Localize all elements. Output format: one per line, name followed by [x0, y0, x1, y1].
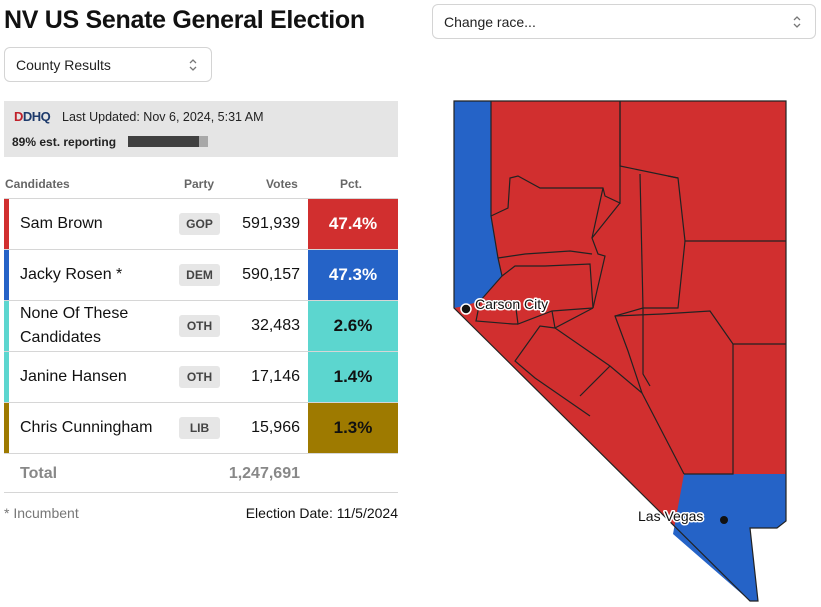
page-title: NV US Senate General Election [4, 6, 365, 34]
header-pct: Pct. [340, 177, 363, 191]
results-table-header: Candidates Party Votes Pct. [4, 176, 398, 198]
state-outline [453, 100, 787, 602]
incumbent-note: * Incumbent [4, 505, 79, 521]
candidate-row: Jacky Rosen * DEM 590,157 47.3% [4, 250, 398, 301]
party-badge: DEM [179, 264, 220, 286]
reporting-progress-bar [128, 136, 208, 147]
county-washoe[interactable] [454, 101, 502, 308]
county-clark[interactable] [673, 474, 786, 601]
total-row: Total 1,247,691 [4, 459, 398, 493]
candidate-pct: 47.4% [308, 199, 398, 249]
header-party: Party [184, 177, 215, 191]
candidate-pct: 47.3% [308, 250, 398, 300]
candidate-pct: 2.6% [308, 301, 398, 351]
candidate-pct: 1.4% [308, 352, 398, 402]
party-color-bar [4, 352, 9, 402]
candidate-votes: 17,146 [251, 368, 300, 385]
candidate-votes: 15,966 [251, 419, 300, 436]
las-vegas-label: Las Vegas [638, 508, 703, 524]
candidate-row: Janine Hansen OTH 17,146 1.4% [4, 352, 398, 403]
reporting-status-panel: DDHQ Last Updated: Nov 6, 2024, 5:31 AM … [4, 101, 398, 157]
total-votes: 1,247,691 [228, 465, 300, 482]
carson-city-marker [460, 303, 472, 315]
candidate-votes: 591,939 [242, 215, 300, 232]
candidate-name: Chris Cunningham [20, 419, 153, 436]
change-race-dropdown[interactable]: Change race... [432, 4, 816, 39]
party-badge: OTH [179, 366, 220, 388]
results-view-dropdown[interactable]: County Results [4, 47, 212, 82]
header-votes: Votes [266, 177, 298, 191]
candidate-name: Sam Brown [20, 215, 103, 232]
party-color-bar [4, 301, 9, 351]
las-vegas-marker [720, 516, 728, 524]
chevron-updown-icon [189, 58, 197, 71]
candidate-row: Chris Cunningham LIB 15,966 1.3% [4, 403, 398, 454]
reporting-progress-fill [128, 136, 200, 147]
candidate-row: None Of These Candidates OTH 32,483 2.6% [4, 301, 398, 352]
total-label: Total [20, 465, 58, 482]
candidate-votes: 32,483 [251, 317, 300, 334]
candidate-pct: 1.3% [308, 403, 398, 453]
candidate-name: None Of These Candidates [20, 305, 129, 346]
change-race-placeholder: Change race... [444, 13, 536, 30]
candidate-row: Sam Brown GOP 591,939 47.4% [4, 199, 398, 250]
nevada-county-map: Carson City Las Vegas [453, 100, 787, 602]
header-candidates: Candidates [5, 177, 70, 191]
county-borders [475, 101, 786, 475]
party-badge: GOP [179, 213, 220, 235]
party-color-bar [4, 403, 9, 453]
carson-city-label: Carson City [475, 296, 548, 312]
candidate-name: Janine Hansen [20, 368, 127, 385]
ddhq-logo: DDHQ [14, 109, 51, 124]
reporting-text: 89% est. reporting [12, 135, 117, 149]
party-badge: LIB [179, 417, 220, 439]
party-badge: OTH [179, 315, 220, 337]
party-color-bar [4, 250, 9, 300]
results-table: Sam Brown GOP 591,939 47.4% Jacky Rosen … [4, 198, 398, 454]
last-updated-text: Last Updated: Nov 6, 2024, 5:31 AM [62, 110, 264, 124]
candidate-votes: 590,157 [242, 266, 300, 283]
chevron-updown-icon [793, 15, 801, 28]
election-date: Election Date: 11/5/2024 [245, 505, 398, 521]
candidate-name: Jacky Rosen * [20, 266, 123, 283]
party-color-bar [4, 199, 9, 249]
results-view-value: County Results [16, 56, 111, 73]
